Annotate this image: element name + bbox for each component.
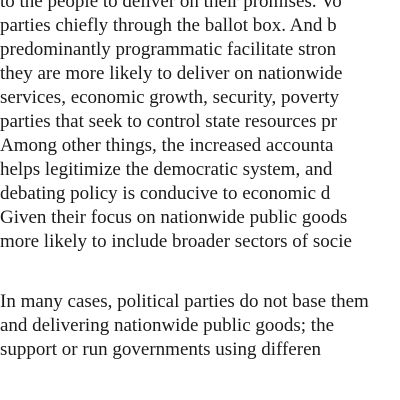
text-line: parties chiefly through the ballot box. …	[0, 15, 337, 36]
text-line: parties that seek to control state resou…	[0, 111, 338, 132]
text-line: services, economic growth, security, pov…	[0, 87, 340, 108]
text-line: Given their focus on nationwide public g…	[0, 207, 348, 228]
text-line: debating policy is conducive to economic…	[0, 183, 331, 204]
text-line: they are more likely to deliver on natio…	[0, 63, 343, 84]
text-line: Among other things, the increased accoun…	[0, 135, 334, 156]
text-line: support or run governments using differe…	[0, 339, 322, 360]
text-line: to the people to deliver on their promis…	[0, 0, 342, 12]
text-line: more likely to include broader sectors o…	[0, 231, 352, 252]
text-line: predominantly programmatic facilitate st…	[0, 39, 337, 60]
text-line: and delivering nationwide public goods; …	[0, 315, 335, 336]
text-line: helps legitimize the democratic system, …	[0, 159, 333, 180]
text-line: In many cases, political parties do not …	[0, 291, 369, 312]
